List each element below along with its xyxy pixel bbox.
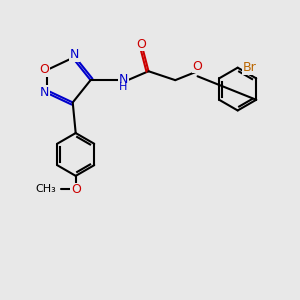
Text: H: H — [119, 82, 128, 92]
Text: Br: Br — [243, 61, 257, 74]
Text: CH₃: CH₃ — [36, 184, 56, 194]
Text: O: O — [193, 60, 202, 73]
Text: N: N — [70, 48, 79, 62]
Text: O: O — [71, 183, 81, 196]
Text: N: N — [118, 73, 128, 86]
Text: O: O — [136, 38, 146, 51]
Text: N: N — [40, 85, 49, 98]
Text: O: O — [40, 63, 50, 76]
